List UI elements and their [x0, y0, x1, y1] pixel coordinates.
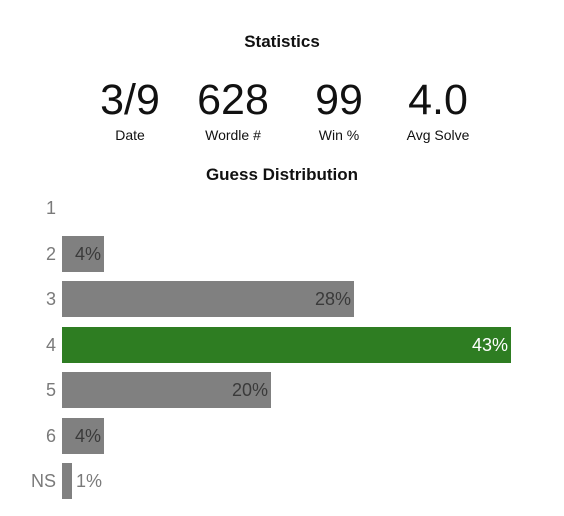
distribution-bar	[62, 326, 511, 363]
distribution-guess-label: 3	[45, 289, 56, 309]
distribution-row: 2 4%	[0, 235, 564, 272]
distribution-guess-label: 2	[45, 243, 56, 264]
distribution-bar	[62, 281, 354, 317]
distribution-row: 5 20%	[0, 372, 564, 408]
distribution-percent-label: 43%	[471, 334, 508, 355]
distribution-percent-label: 4%	[74, 425, 101, 446]
stat-wordle-number: 628 Wordle #	[168, 76, 298, 144]
guess-distribution-title: Guess Distribution	[205, 165, 359, 184]
distribution-bar	[62, 372, 271, 408]
guess-distribution: 1 2 4% 3 28% 4 43% 5 20% 6 4% NS 1%	[0, 190, 564, 510]
distribution-percent-label: 28%	[314, 289, 351, 309]
distribution-guess-label: NS	[30, 471, 56, 491]
stat-date: 3/9 Date	[65, 76, 195, 144]
stat-win-percent-label: Win %	[318, 127, 360, 143]
stat-wordle-number-value: 628	[197, 76, 269, 124]
stat-win-percent-value: 99	[315, 76, 363, 124]
statistics-title: Statistics	[244, 32, 320, 51]
stat-date-value: 3/9	[100, 76, 160, 124]
stat-avg-solve: 4.0 Avg Solve	[373, 76, 503, 144]
distribution-percent-label: 4%	[74, 243, 101, 264]
distribution-percent-label: 20%	[231, 380, 268, 400]
statistics-panel: 3/9 Date 628 Wordle # 99 Win % 4.0 Avg S…	[0, 76, 564, 146]
distribution-row: 4 43%	[0, 326, 564, 363]
distribution-bar	[62, 235, 104, 272]
stat-win-percent: 99 Win %	[274, 76, 404, 144]
stat-wordle-number-label: Wordle #	[205, 127, 261, 143]
distribution-percent-label: 1%	[76, 471, 103, 491]
distribution-bar	[62, 463, 72, 499]
distribution-row: 1	[0, 190, 564, 226]
distribution-row: NS 1%	[0, 463, 564, 499]
distribution-guess-label: 6	[45, 425, 56, 446]
distribution-guess-label: 4	[45, 334, 56, 355]
distribution-row: 3 28%	[0, 281, 564, 317]
distribution-guess-label: 5	[45, 380, 56, 400]
stat-avg-solve-label: Avg Solve	[406, 127, 470, 143]
stat-avg-solve-value: 4.0	[408, 76, 468, 124]
distribution-row: 6 4%	[0, 417, 564, 454]
stat-date-label: Date	[115, 127, 145, 143]
distribution-guess-label: 1	[45, 198, 56, 218]
distribution-bar	[62, 417, 104, 454]
